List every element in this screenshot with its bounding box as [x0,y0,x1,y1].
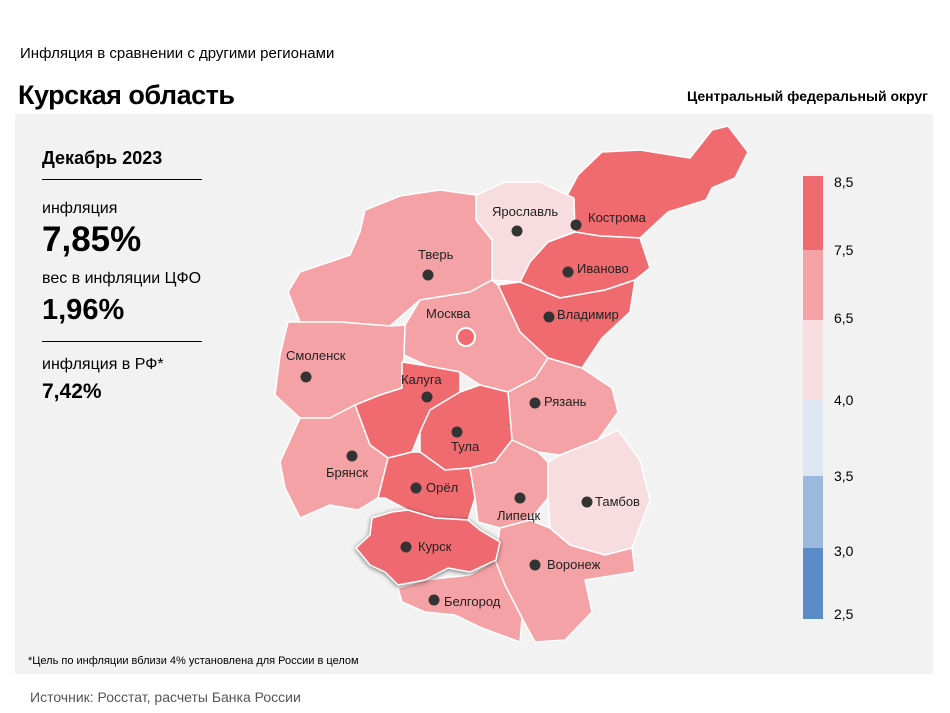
label-orel: Орёл [426,480,458,495]
rf-inflation-label: инфляция в РФ* [42,356,164,373]
label-smolensk: Смоленск [286,348,346,363]
label-lipetsk: Липецк [497,508,541,523]
legend-swatch-light-blue [803,400,823,476]
label-belgorod: Белгород [444,594,501,609]
legend-swatch-dark-blue [803,548,823,619]
dot-kostroma [570,219,582,231]
source-note: Источник: Росстат, расчеты Банка России [30,689,301,705]
dot-bryansk [346,450,358,462]
dot-kaluga [421,391,433,403]
region-orel [377,451,476,521]
legend-tick-3-5: 3,5 [834,468,854,484]
legend-swatch-high [803,176,823,250]
legend-tick-6-5: 6,5 [834,310,854,326]
district-label: Центральный федеральный округ [686,88,928,104]
moscow-marker [456,327,476,347]
region-belgorod [397,559,523,643]
dot-lipetsk [514,492,526,504]
dot-smolensk [300,371,312,383]
label-kaluga: Калуга [401,372,442,387]
stats-block: Декабрь 2023 инфляция 7,85% вес в инфляц… [42,148,202,404]
label-voronezh: Воронеж [547,557,601,572]
weight-label: вес в инфляции ЦФО [42,270,202,287]
dot-yaroslavl [511,225,523,237]
footnote: *Цель по инфляции вблизи 4% установлена … [28,655,359,667]
dot-tula [451,426,463,438]
region-kursk [355,509,501,586]
legend-swatch-blue [803,476,823,548]
region-bryansk [279,404,389,519]
label-moscow: Москва [426,306,471,321]
dot-voronezh [529,559,541,571]
page-subtitle: Инфляция в сравнении с другими регионами [20,45,335,62]
legend-swatch-low [803,320,823,400]
dot-tver [422,269,434,281]
dot-ryazan [529,397,541,409]
legend-tick-4-0: 4,0 [834,392,854,408]
label-tambov: Тамбов [595,494,640,509]
dot-belgorod [428,594,440,606]
rf-inflation-value: 7,42% [42,380,102,403]
legend-tick-8-5: 8,5 [834,174,854,190]
label-kostroma: Кострома [588,210,647,225]
label-ryazan: Рязань [544,394,587,409]
legend-tick-7-5: 7,5 [834,242,854,258]
label-vladimir: Владимир [557,307,619,322]
dot-vladimir [543,311,555,323]
legend-swatch-mid [803,250,823,320]
legend: 8,5 7,5 6,5 4,0 3,5 3,0 2,5 [803,174,854,622]
dot-tambov [581,496,593,508]
label-tula: Тула [451,439,480,454]
inflation-label: инфляция [42,200,118,217]
dot-ivanovo [562,266,574,278]
legend-tick-2-5: 2,5 [834,606,854,622]
label-bryansk: Брянск [326,465,368,480]
label-yaroslavl: Ярославль [492,204,558,219]
weight-value: 1,96% [42,294,202,342]
region-tambov [547,429,651,556]
period-label: Декабрь 2023 [42,148,202,180]
dot-kursk [400,541,412,553]
inflation-value: 7,85% [42,220,142,259]
label-kursk: Курск [418,539,452,554]
label-ivanovo: Иваново [577,261,629,276]
label-tver: Тверь [418,247,454,262]
legend-tick-3-0: 3,0 [834,543,854,559]
dot-orel [410,482,422,494]
page-title: Курская область [18,80,235,110]
